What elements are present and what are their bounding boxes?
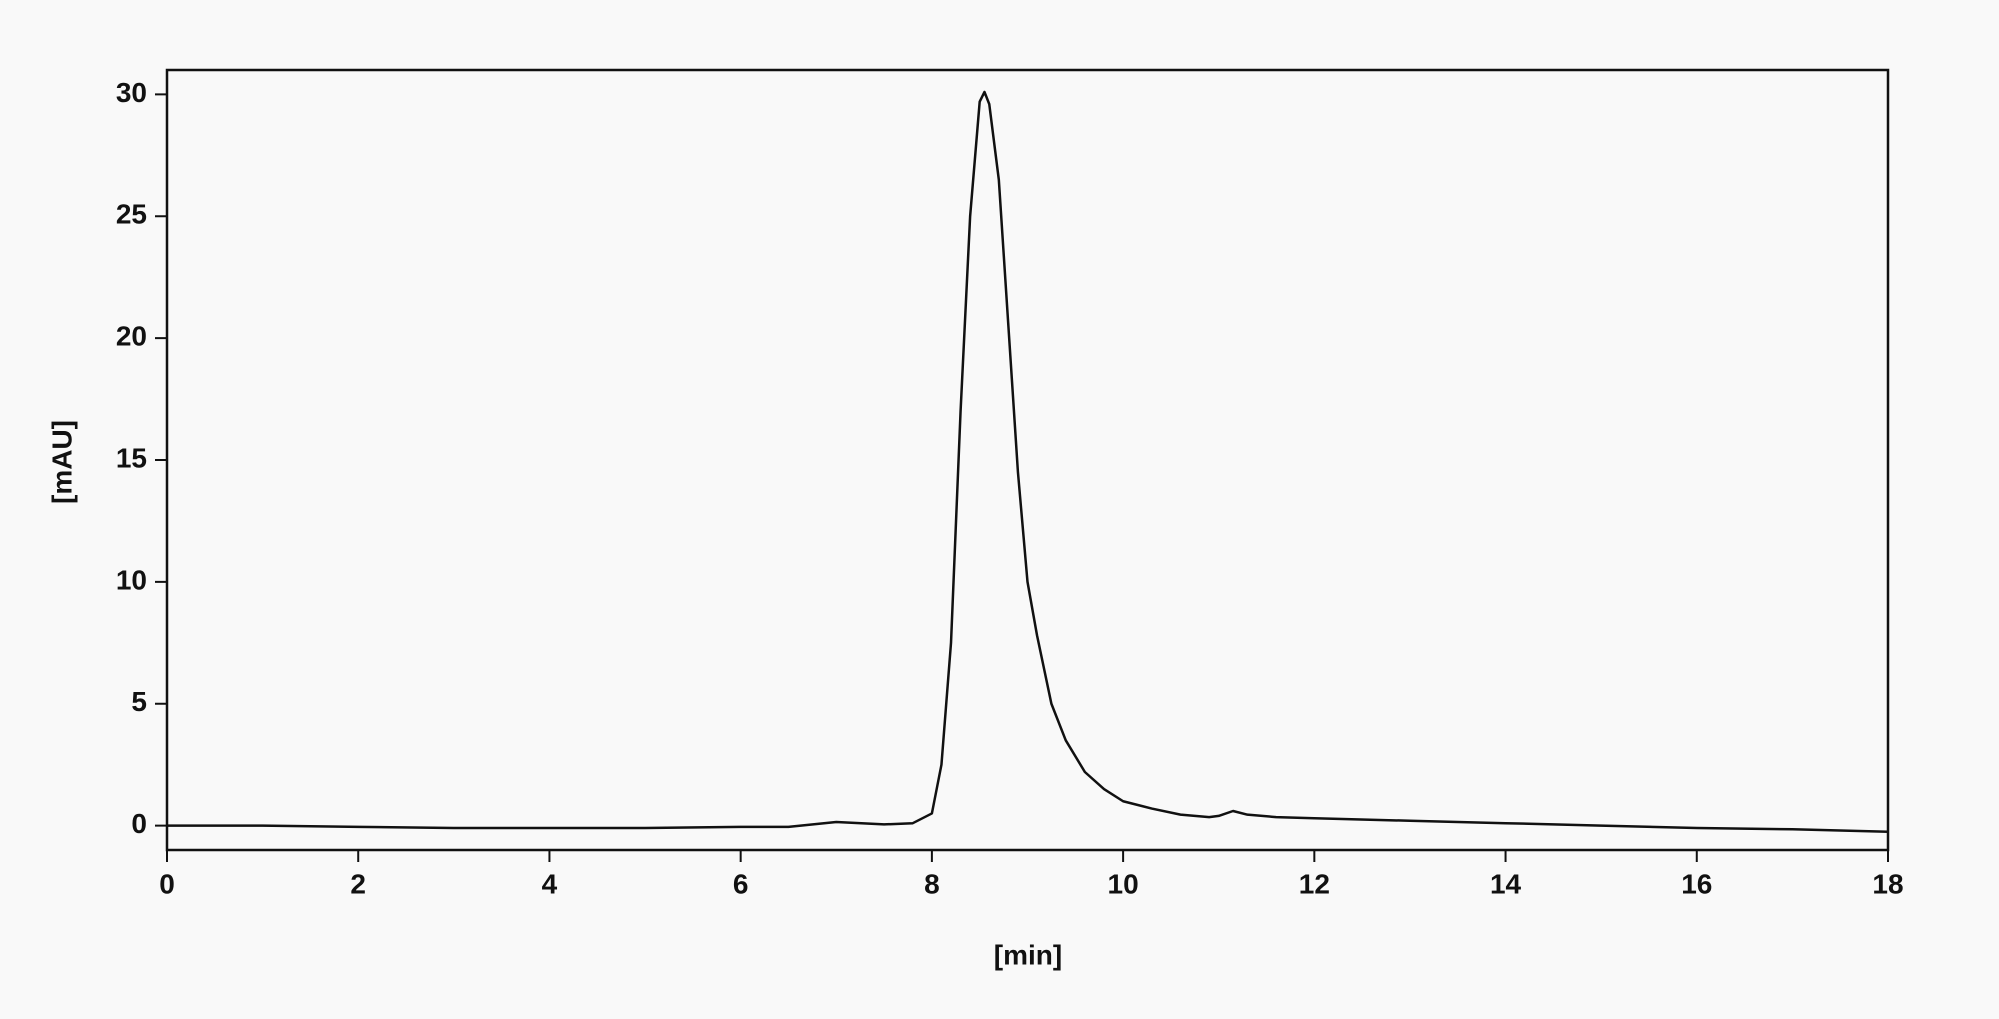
x-tick-label: 10	[1108, 868, 1139, 899]
y-tick-label: 20	[116, 321, 147, 352]
x-tick-label: 4	[542, 868, 558, 899]
x-tick-label: 8	[924, 868, 940, 899]
x-tick-label: 12	[1299, 868, 1330, 899]
x-tick-label: 2	[350, 868, 366, 899]
y-tick-label: 0	[131, 808, 147, 839]
data-line	[167, 90, 1889, 833]
x-tick-label: 16	[1681, 868, 1712, 899]
plot-frame	[165, 68, 1890, 852]
y-tick-label: 10	[116, 564, 147, 595]
y-tick-label: 5	[131, 686, 147, 717]
y-tick-label: 30	[116, 77, 147, 108]
x-tick-label: 0	[159, 868, 175, 899]
y-tick-label: 25	[116, 199, 147, 230]
x-tick-label: 6	[733, 868, 749, 899]
x-axis-label: [min]	[994, 939, 1062, 970]
y-axis-label: [mAU]	[46, 420, 77, 504]
x-tick-label: 18	[1872, 868, 1903, 899]
y-tick-label: 15	[116, 442, 147, 473]
x-tick-label: 14	[1490, 868, 1522, 899]
